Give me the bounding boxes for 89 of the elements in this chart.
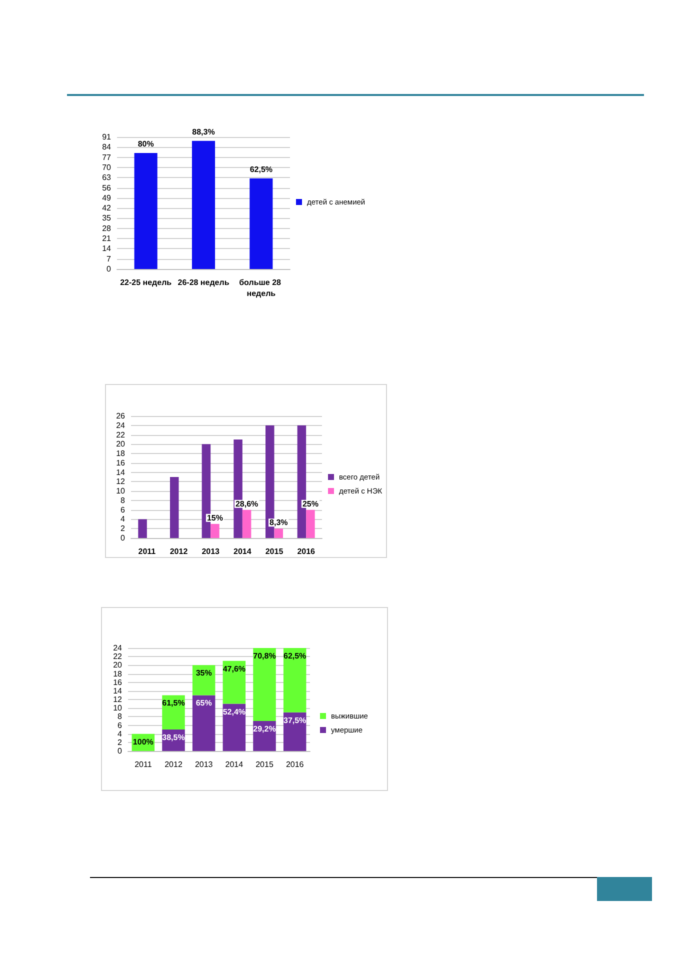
y-tick-label: 91 [102, 132, 112, 142]
y-tick-label: 2 [120, 524, 126, 534]
y-tick-label: 49 [102, 193, 112, 202]
annotation: 28,6% [235, 499, 258, 508]
x-tick-label: 2013 [202, 547, 220, 556]
y-tick-label: 26 [116, 412, 126, 420]
annotation: 62,5% [283, 652, 306, 660]
y-tick-label: 4 [120, 514, 126, 524]
y-tick-label: 77 [102, 152, 112, 162]
y-tick-label: 14 [113, 686, 123, 696]
y-tick-label: 16 [113, 678, 123, 687]
y-tick-label: 21 [102, 234, 112, 244]
y-tick-label: 12 [116, 477, 126, 486]
x-tick-label: 2014 [234, 547, 252, 556]
x-tick-label: 2016 [297, 547, 316, 556]
x-tick-label: 22-25 недель [120, 278, 172, 287]
annotation: 70,8% [253, 652, 276, 660]
y-tick-label: 12 [113, 695, 123, 704]
annotation: 15% [206, 513, 223, 522]
y-tick-label: 63 [102, 173, 112, 182]
x-tick-label: 2014 [225, 760, 244, 769]
x-tick-label: 2012 [164, 760, 183, 769]
x-tick-label: 2011 [138, 547, 156, 556]
annotation: 100% [132, 737, 154, 746]
data-label: 80% [138, 139, 154, 148]
bar [242, 510, 252, 538]
bar [210, 524, 220, 538]
y-tick-label: 14 [116, 468, 126, 477]
y-tick-label: 14 [102, 244, 112, 254]
bar [253, 648, 276, 721]
y-tick-label: 10 [116, 486, 126, 496]
y-tick-label: 24 [116, 420, 126, 430]
x-tick-label: 26-28 недель [178, 278, 230, 287]
bar [222, 660, 246, 704]
y-tick-label: 6 [120, 505, 126, 514]
annotation: 61,5% [162, 698, 185, 708]
y-tick-label: 56 [102, 183, 112, 192]
bar [306, 510, 315, 538]
y-tick-label: 24 [113, 644, 123, 652]
x-tick-label: 2011 [134, 760, 152, 769]
annotation: 38,5% [162, 733, 185, 742]
y-tick-label: 18 [113, 669, 123, 678]
y-tick-label: 7 [106, 254, 112, 264]
bar [192, 140, 216, 269]
y-tick-label: 8 [118, 712, 123, 722]
y-tick-label: 35 [102, 214, 112, 223]
y-tick-label: 22 [113, 652, 123, 662]
annotation: 35% [196, 668, 212, 678]
x-tick-label: 2016 [286, 760, 304, 769]
annotation: 8,3% [270, 518, 288, 528]
x-tick-label: 2015 [265, 547, 284, 556]
y-tick-label: 0 [106, 264, 112, 274]
x-tick-label: 2013 [194, 760, 214, 769]
y-tick-label: 18 [116, 449, 126, 458]
y-tick-label: 4 [118, 729, 123, 738]
bar [250, 178, 273, 269]
y-tick-label: 6 [118, 720, 123, 730]
bar [192, 695, 216, 751]
y-tick-label: 0 [120, 534, 126, 542]
data-label: 62,5% [250, 164, 273, 174]
annotation: 65% [196, 698, 212, 708]
y-tick-label: 20 [116, 440, 126, 449]
y-tick-label: 42 [102, 204, 112, 213]
bar [170, 477, 179, 538]
y-tick-label: 0 [118, 746, 123, 756]
annotation: 47,6% [222, 664, 246, 674]
bar [162, 695, 185, 730]
annotation: 52,4% [222, 707, 246, 716]
y-tick-label: 22 [116, 430, 126, 440]
y-tick-label: 8 [120, 496, 126, 505]
bar [134, 152, 158, 269]
y-tick-label: 28 [102, 224, 112, 233]
annotation: 37,5% [283, 716, 306, 725]
x-tick-label: больше 28 недель [239, 278, 284, 298]
bar [138, 519, 147, 538]
y-tick-label: 2 [118, 738, 123, 747]
x-tick-label: 2015 [256, 760, 274, 769]
annotation: 25% [302, 499, 318, 508]
x-tick-label: 2012 [170, 547, 188, 556]
bar [222, 704, 246, 751]
y-tick-label: 20 [113, 660, 123, 670]
y-tick-label: 10 [113, 704, 123, 713]
bar [283, 648, 306, 712]
bar [274, 528, 284, 538]
y-tick-label: 70 [102, 162, 112, 172]
y-tick-label: 16 [116, 458, 126, 468]
y-tick-label: 84 [102, 142, 112, 152]
data-label: 88,3% [192, 127, 215, 136]
annotation: 29,2% [253, 724, 276, 734]
